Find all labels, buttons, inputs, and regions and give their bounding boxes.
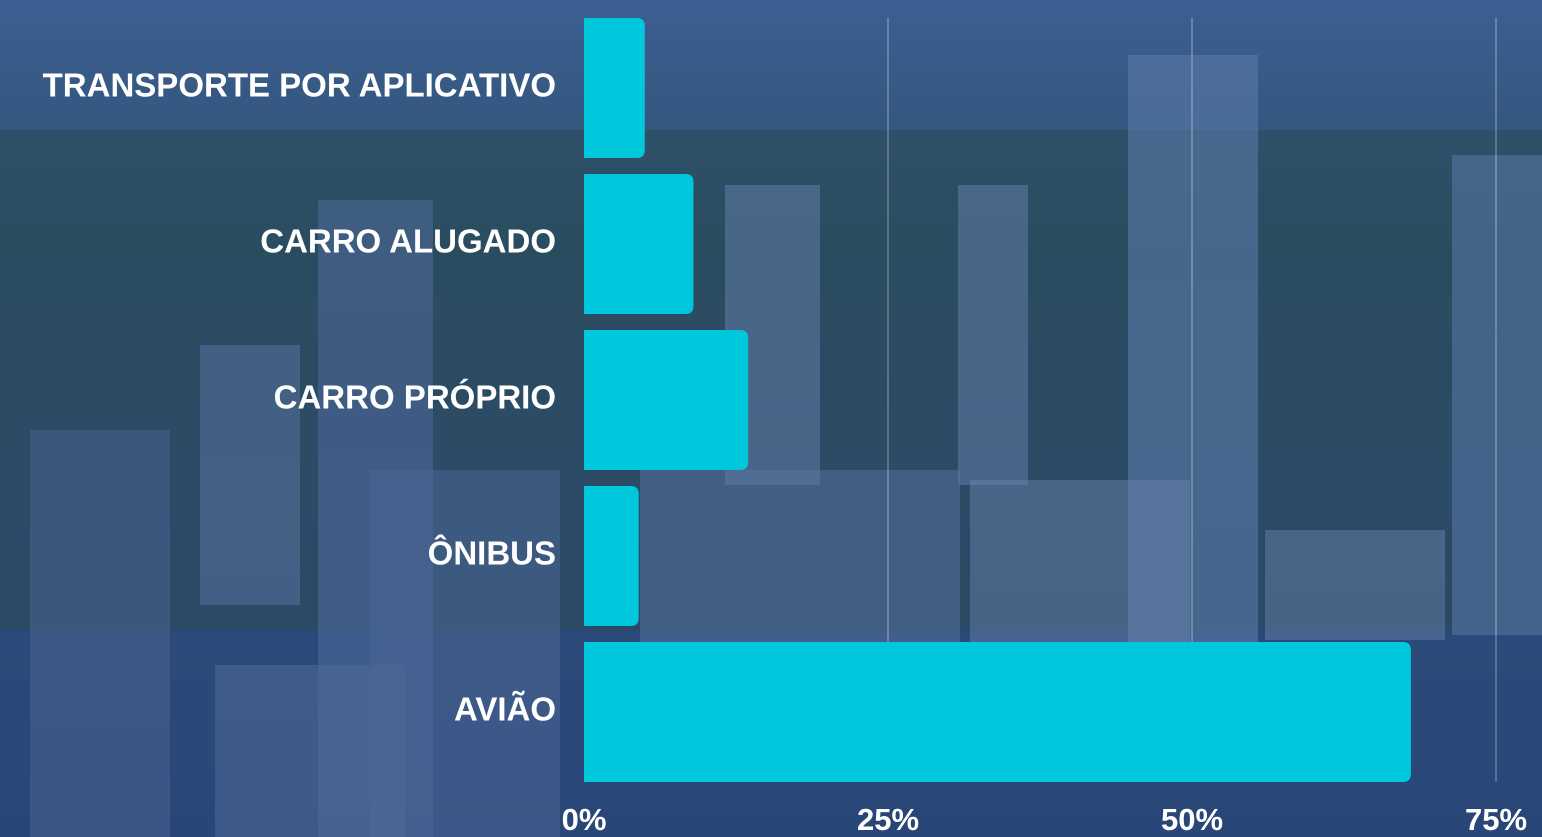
x-tick-label: 75%: [1465, 802, 1527, 837]
y-tick-label: CARRO PRÓPRIO: [274, 379, 556, 416]
y-tick-label: AVIÃO: [454, 691, 556, 728]
bar: [584, 174, 694, 314]
x-tick-label: 25%: [857, 802, 919, 837]
y-tick-label: CARRO ALUGADO: [260, 223, 556, 260]
bar: [584, 642, 1411, 782]
bar: [584, 18, 645, 158]
y-tick-label: TRANSPORTE POR APLICATIVO: [43, 67, 556, 104]
bar: [584, 330, 749, 470]
y-tick-label: ÔNIBUS: [428, 534, 556, 572]
bar: [584, 486, 639, 626]
x-tick-label: 50%: [1161, 802, 1223, 837]
x-tick-label: 0%: [562, 802, 607, 837]
